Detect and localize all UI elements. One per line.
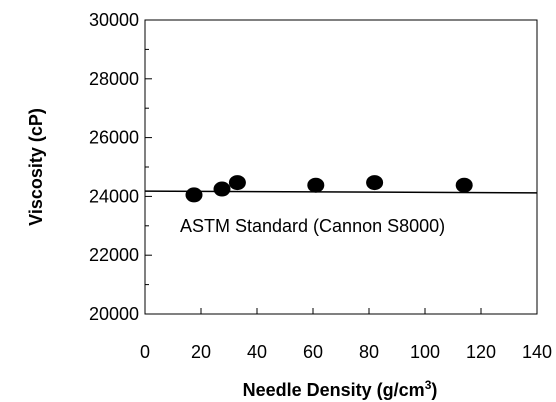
y-axis-title: Viscosity (cP) bbox=[26, 108, 46, 226]
reference-line-label: ASTM Standard (Cannon S8000) bbox=[180, 216, 445, 236]
y-axis-ticks bbox=[145, 19, 152, 315]
x-tick-label: 140 bbox=[522, 342, 552, 362]
y-tick-label: 20000 bbox=[89, 304, 139, 324]
x-axis-title-text: Needle Density (g/cm bbox=[243, 380, 425, 400]
x-axis-title-suffix: ) bbox=[431, 380, 437, 400]
x-tick-label: 80 bbox=[359, 342, 379, 362]
x-axis-ticks bbox=[144, 308, 538, 314]
y-tick-label: 28000 bbox=[89, 69, 139, 89]
x-tick-label: 60 bbox=[303, 342, 323, 362]
data-point bbox=[228, 175, 246, 191]
reference-line bbox=[144, 190, 538, 194]
x-tick-label: 40 bbox=[247, 342, 267, 362]
data-point bbox=[185, 187, 203, 203]
x-axis-title: Needle Density (g/cm3) bbox=[243, 378, 438, 400]
plot-frame bbox=[144, 19, 538, 315]
x-axis-title-superscript: 3 bbox=[425, 378, 432, 392]
data-points bbox=[185, 175, 473, 203]
data-point bbox=[213, 181, 231, 197]
x-tick-label: 0 bbox=[140, 342, 150, 362]
y-tick-label: 30000 bbox=[89, 10, 139, 30]
x-tick-label: 20 bbox=[191, 342, 211, 362]
x-axis-tick-labels: 0 20 40 60 80 100 120 140 bbox=[140, 342, 552, 362]
data-point bbox=[366, 175, 384, 191]
y-axis-tick-labels: 20000 22000 24000 26000 28000 30000 bbox=[89, 10, 139, 324]
y-tick-label: 24000 bbox=[89, 186, 139, 206]
data-point bbox=[307, 177, 325, 193]
y-tick-label: 26000 bbox=[89, 128, 139, 148]
y-tick-label: 22000 bbox=[89, 245, 139, 265]
x-tick-label: 100 bbox=[410, 342, 440, 362]
x-tick-label: 120 bbox=[466, 342, 496, 362]
data-point bbox=[455, 177, 473, 193]
